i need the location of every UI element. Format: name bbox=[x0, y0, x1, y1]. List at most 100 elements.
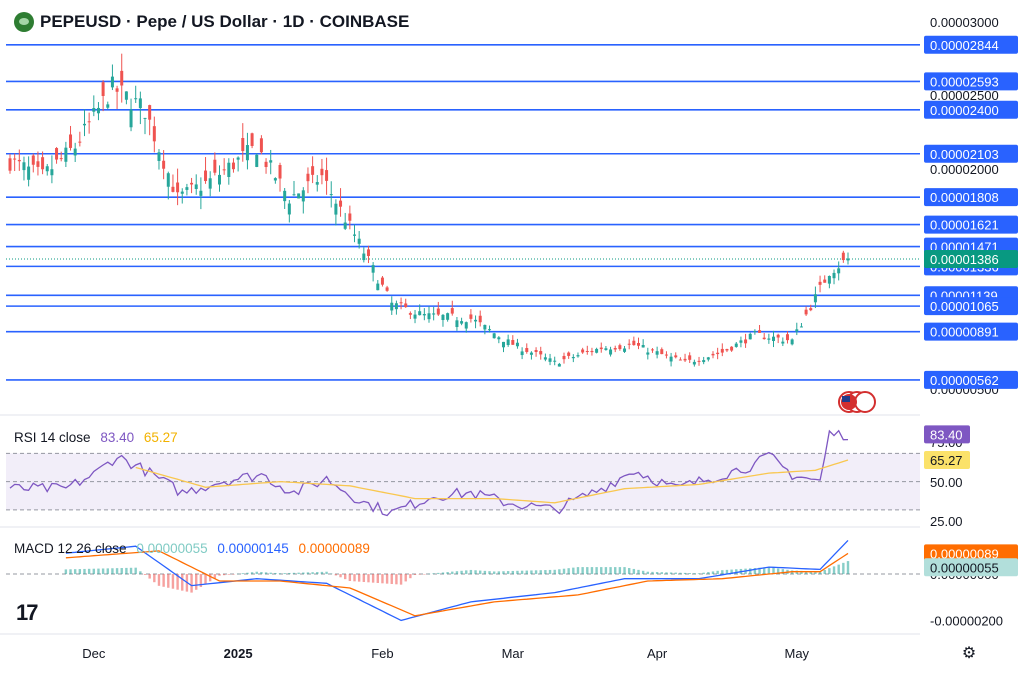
candle bbox=[534, 347, 538, 357]
candle bbox=[166, 171, 170, 200]
histogram-badge-label: 0.00000055 bbox=[930, 560, 999, 575]
macd-histogram-bar bbox=[711, 571, 715, 575]
macd-histogram-bar bbox=[316, 572, 319, 575]
us-flag-icon[interactable] bbox=[838, 391, 876, 413]
macd-histogram-bar bbox=[511, 570, 514, 575]
macd-histogram-bar bbox=[544, 570, 547, 575]
candle bbox=[618, 343, 622, 351]
level-label-2: 0.00002400 bbox=[930, 103, 999, 118]
gear-icon[interactable]: ⚙ bbox=[961, 645, 977, 662]
candle bbox=[515, 338, 519, 349]
macd-histogram-bar bbox=[614, 567, 617, 575]
macd-histogram-bar bbox=[818, 571, 822, 575]
macd-histogram-bar bbox=[204, 574, 207, 585]
candle bbox=[120, 53, 124, 103]
candle bbox=[199, 177, 203, 210]
macd-histogram-bar bbox=[660, 572, 663, 575]
macd-histogram-bar bbox=[572, 567, 575, 575]
macd-histogram-bar bbox=[390, 574, 393, 584]
candle bbox=[683, 353, 687, 362]
macd-histogram-bar bbox=[627, 568, 631, 575]
macd-histogram-bar bbox=[125, 567, 128, 575]
rsi-name: RSI 14 close bbox=[14, 430, 91, 445]
candle bbox=[259, 135, 263, 155]
macd-histogram-bar bbox=[222, 574, 226, 576]
macd-histogram-bar bbox=[809, 571, 812, 575]
candle bbox=[604, 346, 608, 351]
candle bbox=[73, 142, 77, 163]
macd-histogram-bar bbox=[669, 572, 673, 575]
macd-histogram-bar bbox=[404, 574, 407, 582]
macd-histogram-bar bbox=[437, 572, 440, 575]
level-badge-0 bbox=[924, 35, 1018, 54]
macd-histogram-bar bbox=[604, 567, 608, 575]
macd-name: MACD 12 26 close bbox=[14, 541, 127, 556]
macd-histogram-bar bbox=[502, 571, 505, 575]
time-tick-label-4: Apr bbox=[647, 646, 668, 661]
candle bbox=[529, 351, 533, 360]
macd-histogram-bar bbox=[385, 574, 389, 584]
candle bbox=[180, 188, 184, 204]
level-badge-10 bbox=[924, 322, 1018, 341]
macd-histogram-bar bbox=[441, 572, 445, 575]
macd-histogram-bar bbox=[674, 572, 677, 575]
macd-line bbox=[65, 539, 849, 622]
candle bbox=[725, 348, 729, 353]
candle bbox=[460, 317, 464, 326]
candle bbox=[562, 352, 566, 364]
candle bbox=[134, 85, 138, 103]
macd-histogram-bar bbox=[697, 573, 701, 575]
macd-histogram-bar bbox=[120, 568, 123, 575]
macd-histogram-bar bbox=[418, 574, 421, 575]
candle bbox=[595, 347, 599, 354]
candle bbox=[287, 200, 291, 223]
candle bbox=[59, 151, 63, 162]
candle bbox=[557, 362, 561, 367]
macd-histogram-bar bbox=[497, 571, 501, 575]
macd-histogram-bar bbox=[683, 572, 687, 575]
macd-histogram-bar bbox=[506, 571, 510, 575]
candle bbox=[646, 347, 650, 360]
level-label-9: 0.00001065 bbox=[930, 299, 999, 314]
candle bbox=[343, 212, 347, 231]
candle bbox=[539, 346, 543, 360]
tradingview-logo[interactable]: 17 bbox=[16, 600, 39, 625]
level-badge-2 bbox=[924, 100, 1018, 119]
macd-histogram-bar bbox=[171, 574, 175, 589]
candle bbox=[245, 132, 249, 170]
macd-histogram-bar bbox=[451, 571, 454, 575]
candle bbox=[292, 180, 296, 196]
pepe-coin-icon bbox=[14, 12, 34, 32]
macd-histogram-bar bbox=[409, 574, 412, 579]
level-label-10: 0.00000891 bbox=[930, 325, 999, 340]
candle bbox=[390, 296, 394, 315]
candle bbox=[632, 336, 636, 346]
macd-histogram-bar bbox=[609, 567, 612, 575]
macd-histogram-bar bbox=[730, 569, 733, 575]
candle bbox=[669, 352, 673, 367]
histogram-badge bbox=[924, 558, 1018, 577]
candle bbox=[678, 357, 682, 361]
macd-histogram-bar bbox=[357, 574, 361, 582]
candle bbox=[469, 309, 473, 323]
candle bbox=[427, 306, 431, 323]
candle bbox=[827, 275, 831, 289]
candle bbox=[110, 64, 114, 91]
macd-histogram-bar bbox=[781, 569, 785, 575]
candle bbox=[730, 346, 734, 352]
macd-histogram-bar bbox=[167, 574, 170, 588]
candle bbox=[744, 333, 748, 348]
candle bbox=[362, 247, 366, 263]
candle bbox=[36, 151, 40, 176]
candle bbox=[609, 346, 613, 357]
macd-histogram-bar bbox=[134, 567, 137, 575]
macd-histogram-bar bbox=[73, 569, 77, 575]
macd-histogram-bar bbox=[655, 572, 659, 575]
level-badge-3 bbox=[924, 144, 1018, 163]
candle bbox=[436, 301, 440, 316]
macd-histogram-bar bbox=[111, 568, 114, 575]
candle bbox=[115, 85, 119, 109]
macd-histogram-bar bbox=[362, 574, 366, 582]
candle bbox=[637, 337, 640, 350]
